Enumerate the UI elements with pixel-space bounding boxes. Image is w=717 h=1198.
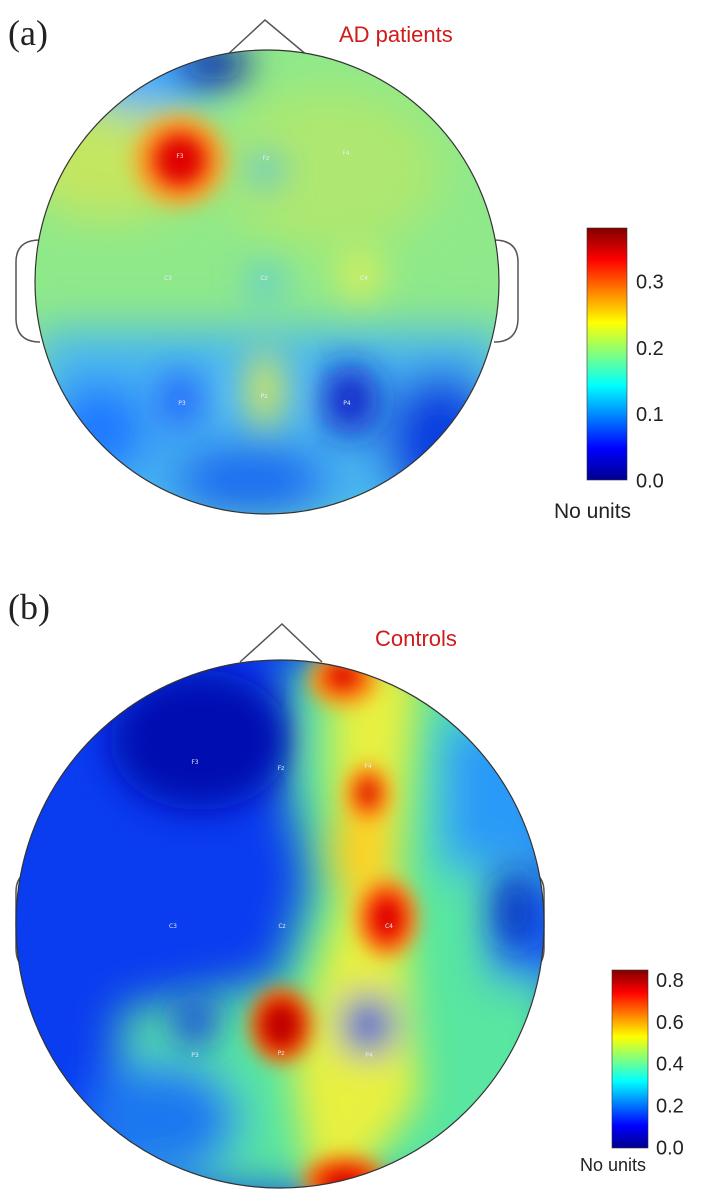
panel-b-nose xyxy=(239,622,323,663)
electrode-label: P3 xyxy=(178,400,186,407)
panel-b-colorbar-gradient xyxy=(611,969,649,1149)
panel-a-units-label: No units xyxy=(554,500,632,523)
panel-a-colorbar-gradient xyxy=(586,227,628,481)
electrode-label: Fz xyxy=(263,155,270,162)
panel-b-title: Controls xyxy=(375,626,457,651)
panel-a-colorbar: 0.0 0.1 0.2 0.3 xyxy=(586,227,664,493)
electrode-label: P4 xyxy=(343,400,351,407)
panel-a-title: AD patients xyxy=(339,22,453,47)
electrode-label: Cz xyxy=(278,923,285,930)
electrode-label: Pz xyxy=(278,1050,285,1057)
electrode-label: F4 xyxy=(342,150,349,157)
electrode-label: C3 xyxy=(164,275,172,282)
colorbar-tick-label: 0.2 xyxy=(636,338,664,360)
colorbar-tick-label: 0.4 xyxy=(656,1054,684,1076)
panel-a-electrodes: F3 Fz F4 C3 Cz C4 P3 Pz P4 xyxy=(164,150,368,407)
panel-a-nose xyxy=(224,19,309,58)
panel-b-label: (b) xyxy=(8,587,50,627)
electrode-label: C4 xyxy=(385,923,393,930)
panel-b-scalp-outline xyxy=(15,659,545,1189)
electrode-label: Pz xyxy=(261,393,268,400)
electrode-label: F3 xyxy=(191,759,198,766)
panel-a-left-ear xyxy=(15,239,41,343)
electrode-label: C4 xyxy=(360,275,368,282)
colorbar-tick-label: 0.3 xyxy=(636,272,664,294)
panel-a-scalp-outline xyxy=(34,49,500,515)
panel-a-colorbar-ticks: 0.0 0.1 0.2 0.3 xyxy=(636,272,664,493)
electrode-label: P4 xyxy=(365,1052,373,1059)
colorbar-tick-label: 0.2 xyxy=(656,1096,684,1118)
electrode-label: C3 xyxy=(169,923,177,930)
panel-b-colorbar: 0.0 0.2 0.4 0.6 0.8 xyxy=(611,969,684,1160)
electrode-label: F3 xyxy=(176,153,183,160)
electrode-label: P3 xyxy=(191,1052,199,1059)
colorbar-tick-label: 0.1 xyxy=(636,404,664,426)
colorbar-tick-label: 0.0 xyxy=(636,471,664,493)
electrode-label: F4 xyxy=(364,763,371,770)
colorbar-tick-label: 0.8 xyxy=(656,970,684,992)
electrode-label: Fz xyxy=(278,765,285,772)
panel-b-electrodes: F3 Fz F4 C3 Cz C4 P3 Pz P4 xyxy=(169,759,393,1059)
colorbar-tick-label: 0.6 xyxy=(656,1012,684,1034)
panel-b-colorbar-ticks: 0.0 0.2 0.4 0.6 0.8 xyxy=(656,970,684,1160)
colorbar-tick-label: 0.0 xyxy=(656,1137,684,1159)
panel-a-right-ear xyxy=(493,239,519,343)
panel-b-head xyxy=(15,622,545,1189)
electrode-label: Cz xyxy=(260,275,267,282)
panel-a-label: (a) xyxy=(8,13,48,53)
panel-b-units-label: No units xyxy=(580,1155,647,1175)
